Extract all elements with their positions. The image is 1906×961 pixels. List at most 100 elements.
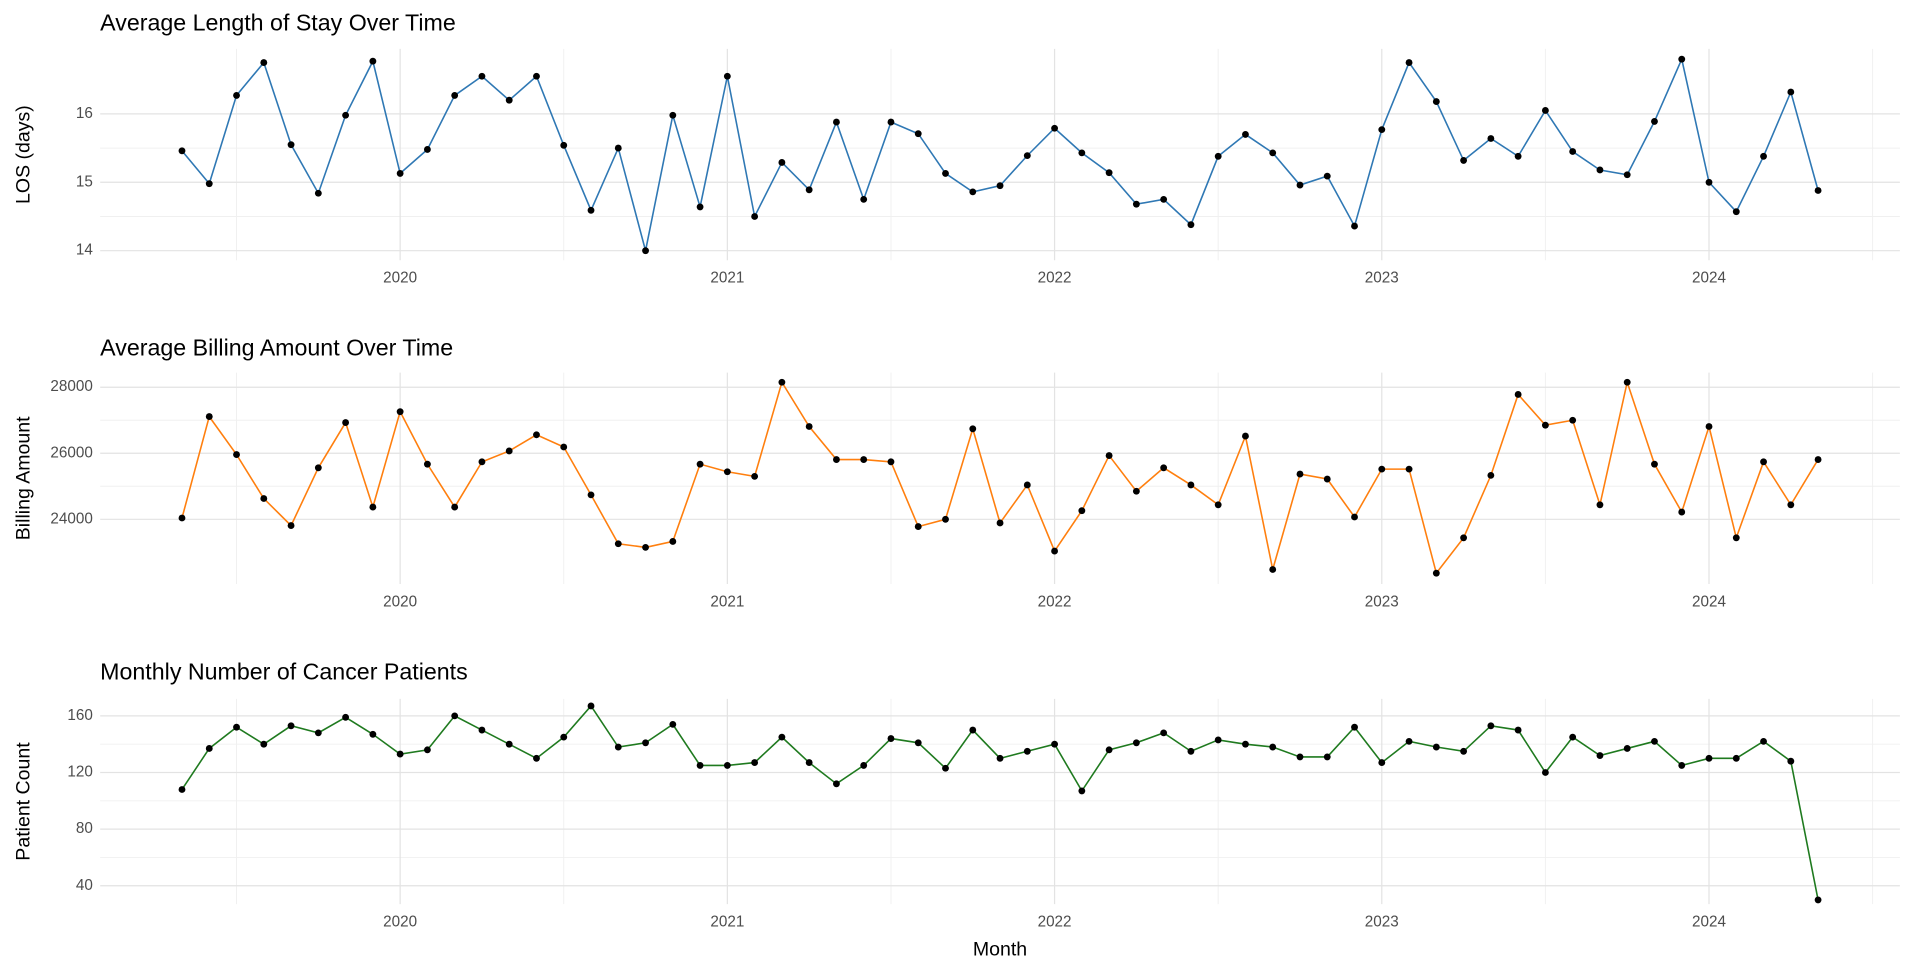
x-tick-label: 2022 (1038, 914, 1072, 931)
x-axis-title: Month (973, 939, 1027, 961)
point (1269, 149, 1277, 157)
point (178, 514, 186, 522)
point (723, 762, 731, 769)
point (1405, 737, 1413, 745)
point (614, 540, 622, 548)
point (1105, 746, 1113, 754)
point (233, 723, 240, 731)
point (1051, 124, 1058, 132)
point (314, 189, 322, 197)
point (233, 91, 240, 99)
chart-title: Average Length of Stay Over Time (100, 10, 456, 36)
point (996, 519, 1004, 527)
y-tick-label: 160 (67, 707, 92, 724)
point (1541, 107, 1549, 114)
point (969, 726, 977, 734)
point (1541, 769, 1549, 776)
point (1814, 896, 1822, 904)
point (1651, 737, 1658, 745)
point (1405, 465, 1413, 473)
point (1296, 753, 1304, 761)
point (1705, 178, 1713, 186)
point (423, 146, 431, 153)
point (1351, 222, 1358, 230)
point (1023, 152, 1031, 160)
point (369, 503, 377, 511)
point (451, 91, 459, 99)
point (560, 141, 568, 149)
point (1078, 507, 1086, 515)
point (1596, 752, 1604, 759)
point (914, 523, 922, 531)
point (1514, 152, 1522, 160)
point (805, 423, 813, 430)
point (642, 543, 649, 551)
point (1132, 200, 1140, 208)
point (587, 491, 595, 499)
point (1705, 754, 1713, 762)
point (642, 739, 649, 747)
point (1351, 513, 1358, 521)
y-tick-label: 14 (76, 242, 93, 259)
point (342, 419, 350, 426)
point (860, 195, 868, 203)
point (1351, 723, 1358, 731)
point (1487, 722, 1495, 730)
point (1242, 740, 1249, 748)
point (1623, 171, 1631, 179)
point (887, 118, 895, 126)
point (778, 159, 786, 166)
point (505, 96, 513, 104)
point (505, 740, 513, 748)
point (478, 72, 486, 80)
point (778, 378, 786, 386)
point (1160, 195, 1168, 203)
point (969, 425, 977, 433)
x-tick-label: 2023 (1365, 914, 1399, 931)
y-axis-title: LOS (days) (13, 105, 35, 204)
point (669, 111, 677, 119)
point (1187, 481, 1195, 489)
point (260, 59, 268, 67)
point (1596, 501, 1604, 509)
point (942, 169, 949, 177)
x-tick-label: 2024 (1692, 270, 1726, 287)
point (1678, 762, 1686, 769)
chart-title: Monthly Number of Cancer Patients (100, 658, 468, 684)
point (1732, 754, 1740, 762)
point (1814, 187, 1822, 194)
point (860, 762, 868, 769)
y-tick-label: 80 (76, 820, 93, 837)
point (533, 72, 540, 80)
point (833, 780, 840, 788)
chart-title: Average Billing Amount Over Time (100, 335, 453, 361)
point (1623, 745, 1631, 752)
point (505, 447, 513, 455)
point (1541, 421, 1549, 429)
point (1460, 747, 1468, 755)
point (833, 118, 840, 126)
point (396, 169, 404, 177)
x-tick-label: 2024 (1692, 914, 1726, 931)
point (1678, 508, 1686, 516)
point (696, 203, 704, 211)
x-tick-label: 2022 (1038, 593, 1072, 610)
point (1078, 787, 1086, 795)
point (205, 745, 213, 752)
point (696, 460, 704, 468)
y-tick-label: 16 (76, 105, 93, 122)
point (560, 443, 568, 451)
point (260, 740, 268, 748)
point (914, 739, 922, 747)
y-axis-title: Billing Amount (13, 416, 35, 540)
point (723, 72, 731, 80)
point (1214, 152, 1222, 160)
point (1569, 733, 1577, 741)
point (233, 451, 240, 459)
point (1160, 729, 1168, 737)
point (478, 726, 486, 734)
point (1296, 470, 1304, 478)
point (342, 713, 350, 721)
point (560, 733, 568, 741)
